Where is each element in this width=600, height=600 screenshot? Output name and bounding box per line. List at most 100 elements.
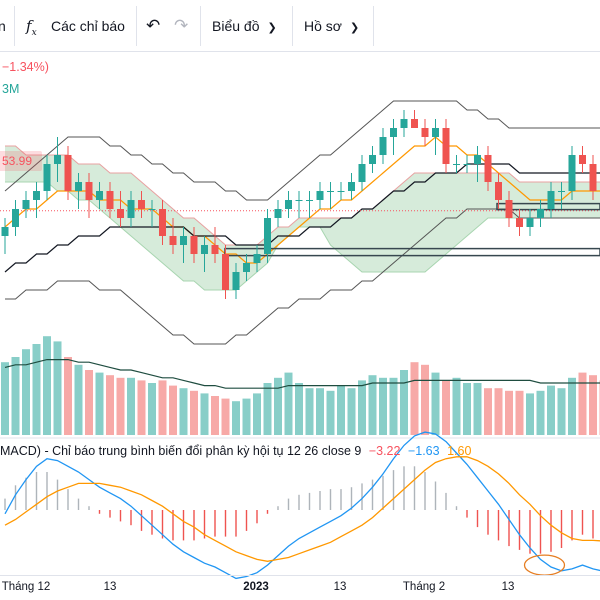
volume-bar [578, 372, 587, 435]
volume-bar [326, 390, 335, 435]
volume-bar [32, 344, 41, 435]
redo-icon[interactable]: ↷ [174, 16, 189, 35]
candle-body [243, 263, 250, 272]
candle-body [64, 155, 72, 191]
volume-bar [127, 377, 135, 435]
candle-body [568, 155, 576, 191]
macd-title: MACD) - Chỉ báo trung bình biến đổi phân… [0, 444, 362, 458]
volume-bar [74, 364, 83, 435]
candle-body [390, 128, 397, 137]
indicators-button[interactable]: Các chỉ báo [51, 18, 125, 34]
candle-body [484, 155, 492, 182]
volume-bar [410, 362, 419, 435]
toolbar-separator [373, 6, 374, 46]
volume-bar [95, 372, 104, 435]
volume-bar [484, 388, 492, 435]
volume-bar [116, 377, 125, 435]
volume-bar [547, 385, 555, 435]
indicators-icon[interactable]: fx [26, 17, 37, 38]
bollinger-upper-line [4, 100, 600, 201]
candle-body [442, 128, 450, 164]
volume-bar [526, 393, 534, 435]
top-toolbar: n fx Các chỉ báo ↶ ↷ Biểu đồ ❯ Hồ sơ ❯ [0, 0, 600, 52]
candle-body [106, 191, 114, 209]
x-tick-label: 13 [333, 581, 347, 593]
candle-body [369, 155, 376, 164]
volume-bar [158, 380, 167, 435]
volume-bar [263, 383, 272, 435]
price-badge: 53.99 [0, 151, 42, 171]
volume-bar [463, 383, 471, 435]
candle-body [127, 200, 135, 218]
volume-bar [221, 398, 230, 435]
volume-legend-text: 3M [2, 82, 20, 96]
candle-body [33, 191, 40, 200]
candle-body [285, 200, 292, 209]
price-change-text: −1.34%) [2, 60, 49, 74]
volume-bar [137, 380, 146, 435]
x-tick-label: 2023 [243, 581, 269, 593]
ichimoku-cloud-segment [351, 209, 362, 272]
candle-body [526, 218, 534, 227]
ichimoku-cloud-segment [341, 218, 352, 263]
macd-legend: MACD) - Chỉ báo trung bình biến đổi phân… [0, 444, 471, 458]
toolbar-partial-button[interactable]: n [0, 18, 6, 34]
candle-body [190, 236, 198, 254]
volume-bar [53, 341, 62, 435]
undo-icon[interactable]: ↶ [146, 16, 161, 35]
candle-body [222, 254, 229, 290]
volume-bar [200, 393, 209, 435]
candle-body [537, 209, 544, 218]
volume-bar [421, 364, 429, 435]
chart-type-button[interactable]: Biểu đồ ❯ [212, 14, 277, 38]
ichimoku-cloud-segment [383, 191, 394, 272]
volume-bar [347, 388, 356, 435]
ichimoku-cloud-segment [5, 146, 16, 182]
volume-bar [284, 372, 293, 435]
candle-body [85, 182, 93, 200]
candle-body [421, 128, 429, 137]
volume-bar [557, 388, 566, 435]
candle-body [358, 164, 366, 182]
candle-body [474, 155, 481, 164]
volume-bar [316, 388, 324, 435]
candle-body [379, 137, 387, 155]
candle-body [274, 209, 282, 218]
candle-body [12, 209, 19, 227]
volume-ma-line [4, 359, 600, 389]
candle-body [432, 128, 439, 137]
candle-body [211, 245, 219, 254]
chart-type-label: Biểu đồ [212, 18, 260, 34]
volume-bar [379, 377, 387, 435]
ichimoku-cloud-segment [393, 182, 404, 272]
ichimoku-cloud-segment [15, 146, 26, 182]
x-tick-label: 13 [103, 581, 117, 593]
volume-bar [43, 336, 51, 435]
ma-short-line [4, 136, 600, 264]
toolbar-separator [200, 6, 201, 46]
histogram-value: 1.60 [447, 444, 472, 458]
volume-bar [568, 377, 576, 435]
candle-body [316, 191, 324, 200]
volume-bar [389, 377, 398, 435]
candle-body [516, 218, 523, 227]
candle-body [505, 200, 513, 218]
profile-button[interactable]: Hồ sơ ❯ [304, 14, 359, 38]
candle-body [1, 227, 9, 236]
ichimoku-cloud-segment [372, 200, 383, 272]
volume-bar [505, 390, 513, 435]
candle-body [337, 191, 345, 192]
candle-body [295, 200, 303, 201]
macd-highlight-ellipse [523, 554, 566, 576]
volume-bar [473, 383, 482, 435]
candle-body [547, 191, 555, 209]
candle-body [232, 272, 240, 290]
volume-bar [295, 383, 303, 435]
macd-value: −3.22 [368, 444, 401, 458]
ichimoku-cloud-segment [288, 218, 299, 236]
volume-bar [337, 385, 345, 435]
volume-bar [274, 377, 282, 435]
candle-body [579, 155, 586, 164]
profile-label: Hồ sơ [304, 18, 342, 34]
